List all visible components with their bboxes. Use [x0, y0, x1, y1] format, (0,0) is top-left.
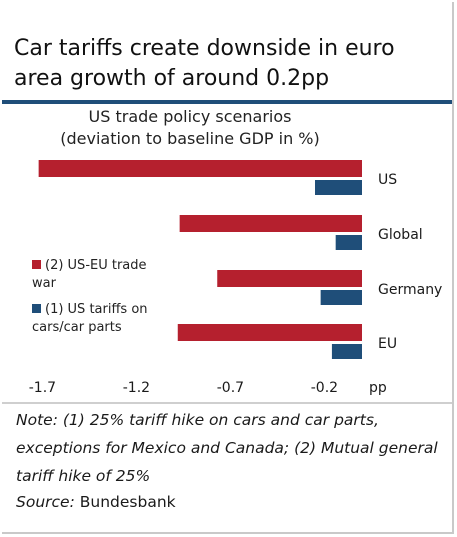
chart-subtitle: US trade policy scenarios (deviation to … [40, 106, 340, 150]
category-label-eu: EU [378, 336, 397, 352]
accent-divider [2, 100, 452, 104]
legend-label: (2) US-EU trade war [32, 258, 147, 291]
bar-trade-war-germany [217, 270, 362, 287]
category-label-us: US [378, 172, 397, 188]
legend-label: (1) US tariffs on cars/car parts [32, 302, 148, 335]
source-value: Bundesbank [79, 493, 176, 511]
chart-source: Source: Bundesbank [16, 490, 176, 514]
chart-headline: Car tariffs create downside in euro area… [14, 36, 395, 91]
source-label: Source: [16, 493, 75, 511]
x-tick-label: -0.2 [311, 380, 338, 396]
category-label-global: Global [378, 227, 423, 243]
chart-title: US trade policy scenarios [88, 107, 292, 126]
legend-item-car-tariffs: (1) US tariffs on cars/car parts [32, 301, 172, 337]
bar-trade-war-eu [177, 324, 362, 341]
chart-note: Note: (1) 25% tariff hike on cars and ca… [16, 411, 438, 485]
x-tick-label: -1.2 [123, 380, 150, 396]
bar-chart: US Global Germany EU -1.7 -1.2 -0.7 -0.2 pp [29, 160, 442, 396]
category-label-germany: Germany [378, 282, 442, 298]
x-axis-unit: pp [369, 380, 387, 396]
bar-trade-war-us [38, 160, 362, 177]
bar-car-tariffs-germany [320, 290, 362, 305]
x-tick-label: -0.7 [217, 380, 244, 396]
bar-trade-war-global [179, 215, 362, 232]
chart-units: (deviation to baseline GDP in %) [60, 129, 320, 148]
legend-swatch-blue [32, 304, 41, 313]
bar-car-tariffs-us [315, 180, 362, 195]
bar-car-tariffs-eu [331, 344, 362, 359]
footer-divider [2, 402, 452, 404]
chart-frame [2, 2, 454, 534]
bar-car-tariffs-global [335, 235, 362, 250]
x-tick-label: -1.7 [29, 380, 56, 396]
legend-swatch-red [32, 260, 41, 269]
legend-item-trade-war: (2) US-EU trade war [32, 257, 172, 293]
